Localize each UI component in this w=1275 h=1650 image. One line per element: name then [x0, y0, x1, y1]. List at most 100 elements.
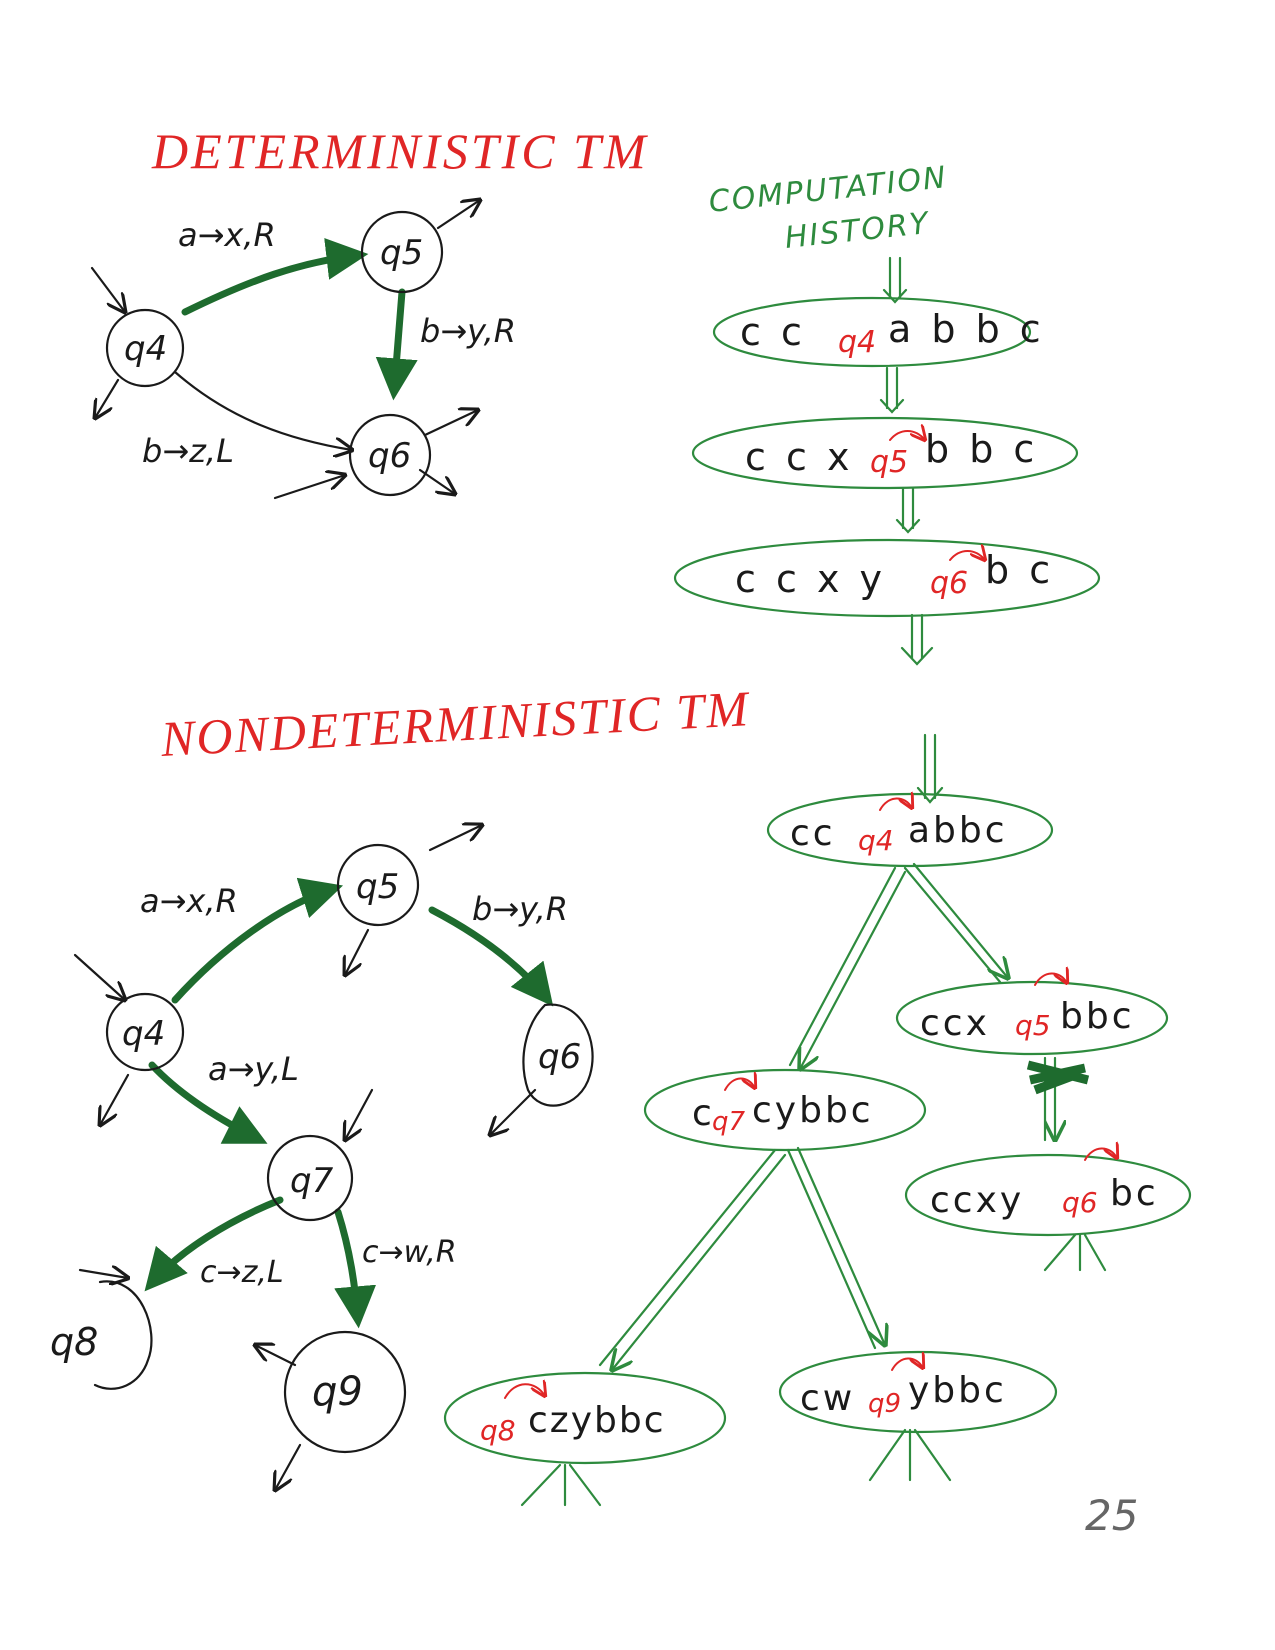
nd-edge-q7-q8 — [144, 1196, 284, 1292]
nd-edge-q7-q8-label: c→z,L — [200, 1255, 284, 1290]
det-edge-q5-q6 — [375, 288, 418, 401]
nd-edge-q5-q6 — [428, 906, 554, 1007]
page-number: 25 — [1085, 1491, 1138, 1540]
det-edge-q5-q6-label: b→y,R — [420, 312, 516, 350]
tree-node-n7-right: cybbc — [752, 1090, 874, 1131]
det-edge-q4-q6-label: b→z,L — [142, 432, 234, 470]
tree-node-n8-head-arrow — [504, 1384, 545, 1398]
nd-state-q8 — [93, 1280, 153, 1390]
nd-state-q5-label: q5 — [356, 867, 399, 907]
tree-edge-n7-n9 — [786, 1146, 885, 1348]
tree-node-n7-state: q7 — [712, 1107, 746, 1137]
nd-state-q9-label: q9 — [312, 1369, 363, 1415]
det-arrow-q5-out — [436, 200, 480, 230]
tree-node-n5 — [895, 980, 1169, 1056]
history-config-3-state: q6 — [930, 566, 968, 601]
computation-tree: cc q4 abbc ccx q5 bbc c q7 cybbc ccxy q6… — [443, 733, 1192, 1507]
tree-node-n9-right: ybbc — [908, 1370, 1007, 1411]
det-arrow-q6-in — [273, 475, 345, 500]
history-config-3-left: c c x y — [735, 557, 886, 601]
nd-state-q5 — [336, 843, 420, 927]
tree-node-n5-right: bbc — [1060, 996, 1135, 1037]
nd-state-q7 — [266, 1134, 354, 1222]
deterministic-title: DETERMINISTIC TM — [151, 123, 649, 179]
nd-state-q6 — [522, 1003, 594, 1107]
history-config-2-right: b b c — [925, 427, 1038, 471]
nd-edge-q4-q5-label: a→x,R — [140, 882, 238, 920]
tree-node-n8 — [443, 1371, 727, 1465]
history-config-3-head-arrow — [949, 551, 985, 560]
det-edge-q4-q5-label: a→x,R — [178, 216, 276, 254]
det-state-q6 — [348, 413, 432, 497]
nd-state-q4-label: q4 — [122, 1014, 165, 1054]
tree-node-root-state: q4 — [858, 824, 894, 857]
tree-node-n6-state: q6 — [1062, 1186, 1098, 1219]
nd-start-arrow-q4 — [73, 953, 125, 1000]
history-config-1-state: q4 — [838, 325, 876, 360]
tree-node-n7 — [643, 1068, 927, 1152]
det-state-q6-label: q6 — [368, 436, 411, 476]
det-edge-q4-q5 — [181, 238, 369, 316]
history-title-line2: HISTORY — [783, 206, 932, 256]
tree-node-n6-right: bc — [1110, 1173, 1159, 1214]
tree-node-root-head-arrow — [879, 798, 912, 810]
history-config-2-head-arrow — [889, 431, 925, 440]
nd-arrow-q9-out — [275, 1443, 302, 1490]
nd-arrow-q5-out2 — [345, 928, 370, 975]
tree-node-n6-left: ccxy — [930, 1180, 1024, 1221]
history-arrow-out — [900, 613, 934, 666]
det-state-q5-label: q5 — [380, 233, 423, 273]
history-chain: c c q4 a b b c c c x q5 b b c c c x y q6… — [673, 256, 1101, 666]
history-config-2-state: q5 — [870, 445, 908, 480]
det-edge-q4-q6 — [173, 370, 352, 450]
tree-node-root-right: abbc — [908, 810, 1008, 851]
nd-edge-q4-q7-label: a→y,L — [208, 1050, 299, 1088]
nd-arrow-q7-in — [345, 1088, 374, 1140]
tree-n6-children — [1043, 1233, 1107, 1272]
nd-edge-q4-q5 — [171, 877, 344, 1004]
tree-n8-children — [520, 1463, 602, 1507]
det-arrow-q4-out — [95, 378, 120, 418]
tree-n9-children — [868, 1428, 952, 1482]
det-diagram: q4 q5 q6 a→x,R b→y,R b→z,L — [90, 200, 516, 500]
det-state-q4 — [105, 308, 185, 388]
tree-node-n9-state: q9 — [868, 1389, 901, 1419]
nd-state-q9 — [283, 1330, 407, 1454]
nd-state-q6-label: q6 — [538, 1037, 581, 1077]
det-arrow-q6-out1 — [423, 410, 478, 437]
nd-state-q7-label: q7 — [290, 1161, 334, 1201]
nd-arrow-q8-in — [78, 1270, 128, 1278]
tree-edge-n7-n8 — [600, 1148, 787, 1370]
tree-node-n6-head-arrow — [1084, 1148, 1117, 1160]
tree-arrow-in — [916, 733, 944, 804]
nd-state-q8-label: q8 — [50, 1320, 98, 1364]
tree-node-n6 — [904, 1153, 1192, 1237]
tree-node-n8-right: czybbc — [528, 1400, 666, 1441]
history-config-3-right: b c — [985, 548, 1054, 592]
tree-node-n7-head-arrow — [724, 1078, 755, 1090]
nd-state-q4 — [105, 992, 185, 1072]
tree-node-n9-head-arrow — [891, 1358, 923, 1370]
history-config-2 — [691, 416, 1079, 490]
history-config-1-right: a b b c — [888, 307, 1045, 351]
tree-edge-root-n7 — [790, 866, 907, 1069]
tree-node-n5-head-arrow — [1034, 973, 1067, 985]
tree-node-n8-state: q8 — [480, 1414, 516, 1447]
nd-arrow-q9-in — [255, 1345, 297, 1367]
nd-arrow-q4-out — [100, 1073, 130, 1125]
history-arrow-2 — [895, 486, 921, 534]
nd-arrow-q6-out — [490, 1088, 537, 1135]
nondet-diagram: q4 q5 q6 q7 q8 q9 a→x,R b→y,R a→y,L c→z,… — [50, 825, 594, 1490]
history-arrow-in — [882, 256, 908, 304]
nd-edge-q5-q6-label: b→y,R — [472, 890, 568, 928]
history-config-1-left: c c — [740, 310, 806, 354]
tree-node-n5-state: q5 — [1015, 1009, 1051, 1042]
nd-edge-q4-q7 — [148, 1061, 268, 1144]
tree-node-n9-left: cw — [800, 1378, 855, 1419]
nd-edge-q7-q9-label: c→w,R — [362, 1235, 457, 1270]
tree-node-n7-left: c — [692, 1093, 712, 1134]
det-state-q5 — [360, 210, 444, 294]
det-state-q4-label: q4 — [124, 329, 167, 369]
history-config-3 — [673, 538, 1101, 618]
